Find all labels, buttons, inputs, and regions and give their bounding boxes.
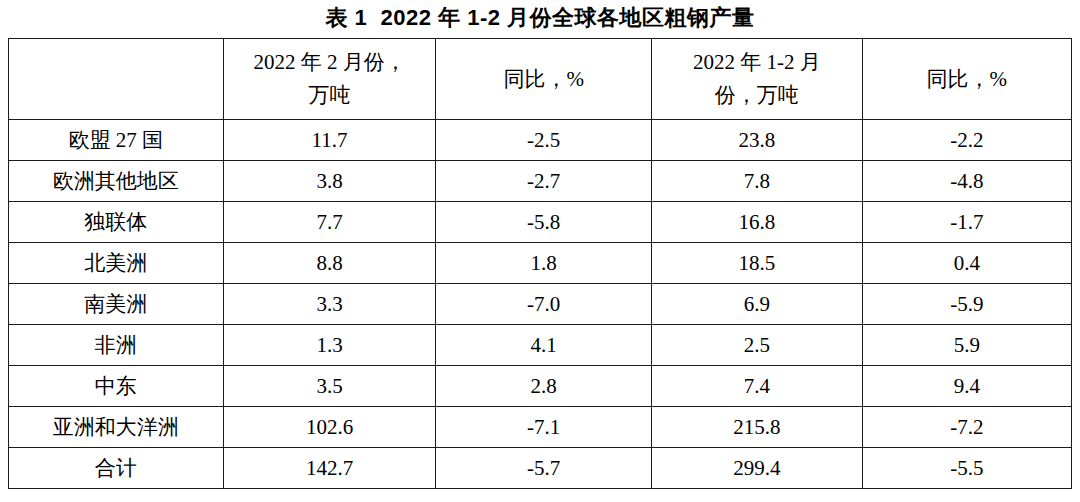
table-row: 合计142.7-5.7299.4-5.5 <box>9 448 1072 489</box>
value-cell: -5.8 <box>436 202 652 243</box>
column-header-region <box>9 39 224 120</box>
column-header-jan-feb-output: 2022 年 1-2 月 份，万吨 <box>652 39 862 120</box>
region-cell: 南美洲 <box>9 284 224 325</box>
region-cell: 中东 <box>9 366 224 407</box>
table-row: 南美洲3.3-7.06.9-5.9 <box>9 284 1072 325</box>
value-cell: -7.2 <box>862 407 1071 448</box>
region-cell: 亚洲和大洋洲 <box>9 407 224 448</box>
value-cell: -7.1 <box>436 407 652 448</box>
value-cell: 5.9 <box>862 325 1071 366</box>
value-cell: -5.5 <box>862 448 1071 489</box>
region-cell: 合计 <box>9 448 224 489</box>
table-row: 中东3.52.87.49.4 <box>9 366 1072 407</box>
table-body: 欧盟 27 国11.7-2.523.8-2.2欧洲其他地区3.8-2.77.8-… <box>9 120 1072 489</box>
value-cell: 142.7 <box>223 448 436 489</box>
value-cell: 102.6 <box>223 407 436 448</box>
region-cell: 欧洲其他地区 <box>9 161 224 202</box>
value-cell: 8.8 <box>223 243 436 284</box>
region-cell: 北美洲 <box>9 243 224 284</box>
value-cell: -2.7 <box>436 161 652 202</box>
value-cell: 4.1 <box>436 325 652 366</box>
steel-production-table: 2022 年 2 月份， 万吨同比，%2022 年 1-2 月 份，万吨同比，%… <box>8 38 1072 489</box>
table-caption: 表 1 2022 年 1-2 月份全球各地区粗钢产量 <box>0 3 1080 33</box>
column-header-feb-yoy: 同比，% <box>436 39 652 120</box>
value-cell: -1.7 <box>862 202 1071 243</box>
value-cell: 23.8 <box>652 120 862 161</box>
value-cell: 3.8 <box>223 161 436 202</box>
table-row: 欧洲其他地区3.8-2.77.8-4.8 <box>9 161 1072 202</box>
value-cell: 215.8 <box>652 407 862 448</box>
value-cell: 6.9 <box>652 284 862 325</box>
table-row: 欧盟 27 国11.7-2.523.8-2.2 <box>9 120 1072 161</box>
value-cell: 16.8 <box>652 202 862 243</box>
value-cell: -5.9 <box>862 284 1071 325</box>
column-header-jan-feb-yoy: 同比，% <box>862 39 1071 120</box>
value-cell: 3.3 <box>223 284 436 325</box>
header-row: 2022 年 2 月份， 万吨同比，%2022 年 1-2 月 份，万吨同比，% <box>9 39 1072 120</box>
value-cell: -2.5 <box>436 120 652 161</box>
value-cell: 9.4 <box>862 366 1071 407</box>
value-cell: -5.7 <box>436 448 652 489</box>
value-cell: 7.4 <box>652 366 862 407</box>
value-cell: 2.5 <box>652 325 862 366</box>
table-row: 北美洲8.81.818.50.4 <box>9 243 1072 284</box>
region-cell: 独联体 <box>9 202 224 243</box>
value-cell: 2.8 <box>436 366 652 407</box>
value-cell: 18.5 <box>652 243 862 284</box>
value-cell: 299.4 <box>652 448 862 489</box>
table-row: 非洲1.34.12.55.9 <box>9 325 1072 366</box>
table-row: 亚洲和大洋洲102.6-7.1215.8-7.2 <box>9 407 1072 448</box>
region-cell: 非洲 <box>9 325 224 366</box>
column-header-feb-output: 2022 年 2 月份， 万吨 <box>223 39 436 120</box>
value-cell: 1.3 <box>223 325 436 366</box>
region-cell: 欧盟 27 国 <box>9 120 224 161</box>
value-cell: -2.2 <box>862 120 1071 161</box>
value-cell: 1.8 <box>436 243 652 284</box>
table-header: 2022 年 2 月份， 万吨同比，%2022 年 1-2 月 份，万吨同比，% <box>9 39 1072 120</box>
value-cell: 3.5 <box>223 366 436 407</box>
value-cell: 7.7 <box>223 202 436 243</box>
value-cell: 7.8 <box>652 161 862 202</box>
table-row: 独联体7.7-5.816.8-1.7 <box>9 202 1072 243</box>
value-cell: 0.4 <box>862 243 1071 284</box>
value-cell: -4.8 <box>862 161 1071 202</box>
value-cell: -7.0 <box>436 284 652 325</box>
value-cell: 11.7 <box>223 120 436 161</box>
